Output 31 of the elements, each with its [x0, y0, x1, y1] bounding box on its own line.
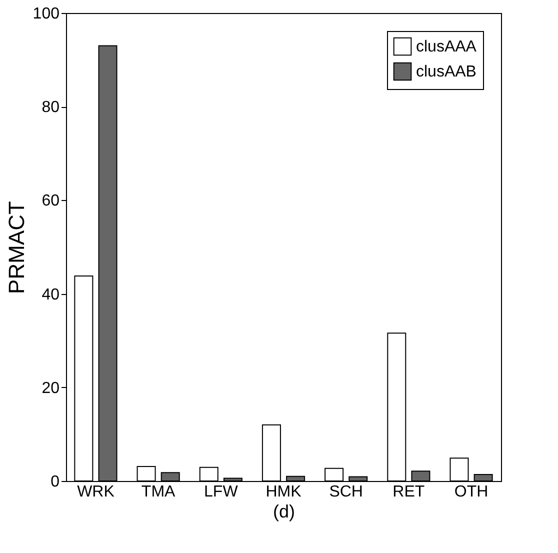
y-tick-label: 60 [42, 192, 60, 210]
x-tick-label: TMA [141, 484, 176, 500]
x-tick-label: HMK [266, 484, 302, 500]
y-tick-label: 0 [50, 474, 60, 490]
bar [262, 424, 281, 482]
bar [450, 458, 469, 482]
bar [411, 470, 430, 482]
y-tick-label: 80 [42, 99, 60, 116]
legend-label: clusAAB [416, 64, 476, 80]
y-tick-label: 100 [32, 6, 60, 22]
bar [199, 466, 218, 482]
bar [324, 468, 344, 482]
bar [286, 476, 306, 482]
legend-label: clusAAA [416, 38, 477, 56]
bar [223, 478, 242, 482]
bar [136, 466, 156, 482]
bar [387, 332, 406, 482]
bar [474, 474, 493, 482]
y-axis-title: PRMACT [4, 201, 29, 294]
x-tick-label: RET [392, 484, 425, 500]
x-axis-title: (d) [273, 502, 295, 522]
x-tick-label: SCH [329, 484, 363, 500]
x-tick-label: WRK [77, 484, 115, 500]
bar [348, 476, 368, 482]
x-tick-label: OTH [454, 484, 488, 500]
bar [74, 276, 94, 482]
x-tick-label: LFW [204, 484, 239, 500]
y-tick-label: 20 [42, 380, 60, 397]
y-tick-label: 40 [42, 286, 60, 304]
bar [98, 45, 118, 482]
bar [160, 472, 180, 482]
